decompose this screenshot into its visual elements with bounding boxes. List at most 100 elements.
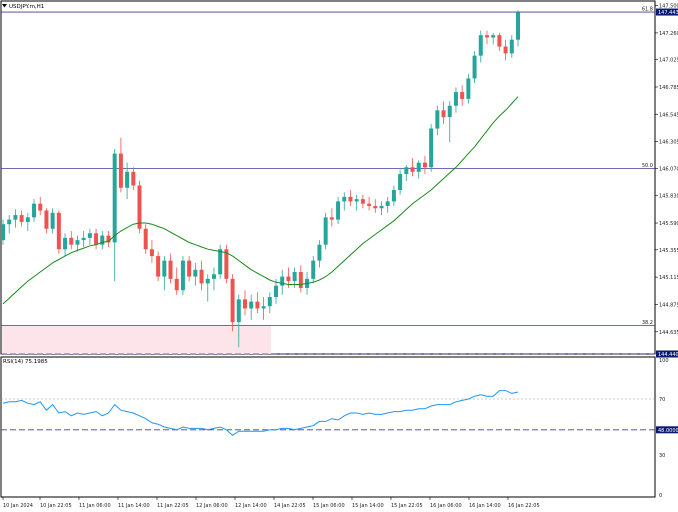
price-tick-label: 147.025 [659, 58, 678, 64]
candle-body [379, 205, 384, 209]
candle-body [149, 249, 154, 257]
price-tick-label: 147.260 [659, 31, 678, 37]
time-tick-label: 15 Jan 14:00 [352, 503, 384, 509]
candle-body [236, 299, 241, 323]
candle-body [348, 196, 353, 202]
candle-body [466, 78, 471, 99]
candle-body [385, 201, 390, 206]
candle-body [249, 301, 254, 309]
current-price-tag [656, 8, 678, 16]
candle-body [19, 215, 24, 222]
candle-body [224, 249, 229, 279]
candle-body [205, 278, 210, 284]
candle-body [137, 185, 142, 229]
candle-body [274, 285, 279, 298]
candle-body [218, 249, 223, 275]
price-tick-label: 147.500 [659, 4, 678, 10]
time-tick-label: 12 Jan 14:00 [235, 503, 267, 509]
candle-body [242, 299, 247, 309]
fib-label: 38.2 [642, 320, 653, 326]
time-tick-label: 10 Jan 2024 [3, 503, 33, 509]
candle-body [162, 260, 167, 277]
time-tick-label: 16 Jan 14:00 [469, 503, 501, 509]
candle-body [180, 260, 185, 291]
rsi-panel: 100 70 48.0000 30 0 [0, 356, 678, 499]
fib-levels: 61.8 50.0 38.2 [1, 7, 655, 326]
candle-body [367, 203, 372, 206]
candle-body [75, 240, 80, 245]
candle-body [410, 167, 415, 172]
rsi-tick-label: 0 [659, 493, 662, 499]
price-tick-label: 146.785 [659, 85, 678, 91]
rsi-tick-label: 30 [659, 453, 665, 459]
candle-body [143, 228, 148, 250]
candle-body [187, 260, 192, 277]
candle-body [25, 217, 30, 222]
main-panel-border [0, 0, 656, 355]
candle-body [509, 39, 514, 54]
candle-body [156, 256, 161, 277]
rsi-panel-border [0, 356, 656, 498]
rsi-tick-label: 100 [659, 358, 669, 364]
candle-body [118, 153, 123, 188]
candle-body [317, 244, 322, 261]
main-panel: 61.8 50.0 38.2 147.500 147.260 147.025 146.78… [0, 0, 678, 358]
time-tick-label: 12 Jan 06:00 [196, 503, 228, 509]
moving-average-line [2, 96, 519, 305]
price-tick-label: 144.875 [659, 302, 678, 308]
candle-body [32, 203, 37, 218]
candle-body [447, 105, 452, 118]
candle-body [342, 196, 347, 202]
price-tags: 147.443 144.440 [656, 8, 678, 358]
candle-body [429, 128, 434, 168]
rsi-level-tag [656, 426, 678, 434]
candle-body [69, 237, 74, 245]
candle-body [168, 260, 173, 279]
candle-body [106, 235, 111, 243]
candle-body [491, 35, 496, 38]
candle-body [94, 233, 99, 245]
candle-body [323, 217, 328, 245]
time-tick-label: 15 Jan 06:00 [313, 503, 345, 509]
time-tick-label: 11 Jan 22:05 [157, 503, 189, 509]
candle-body [174, 278, 179, 291]
candle-body [261, 306, 266, 309]
time-tick-label: 11 Jan 14:00 [118, 503, 150, 509]
price-tick-label: 144.635 [659, 330, 678, 336]
candle-body [453, 92, 458, 106]
candle-body [360, 199, 365, 204]
candle-body [336, 201, 341, 220]
candle-body [422, 162, 427, 168]
candle-body [131, 171, 136, 186]
candle-body [193, 269, 198, 277]
candle-body [125, 171, 130, 188]
support-zone [2, 325, 271, 354]
candle-body [230, 278, 235, 323]
candle-body [441, 110, 446, 118]
candle-body [298, 272, 303, 288]
rsi-tick-label: 70 [659, 397, 665, 403]
candle-body [472, 55, 477, 79]
candle-body [373, 205, 378, 209]
price-tick-label: 145.590 [659, 221, 678, 227]
candle-body [329, 217, 334, 220]
time-tick-label: 10 Jan 22:05 [40, 503, 72, 509]
candle-body [50, 212, 55, 229]
candle-body [100, 235, 105, 245]
price-tick-label: 146.545 [659, 112, 678, 118]
collapse-triangle-icon[interactable] [2, 4, 7, 8]
price-tick-label: 146.305 [659, 140, 678, 146]
time-tick-label: 11 Jan 06:00 [79, 503, 111, 509]
candle-body [267, 297, 272, 307]
price-tick-label: 145.115 [659, 275, 678, 281]
rsi-level-tag-label: 48.0000 [658, 428, 678, 434]
price-axis: 147.500 147.260 147.025 146.785 146.545 146.3… [655, 4, 678, 336]
current-price-tag-label: 147.443 [658, 10, 678, 16]
rsi-line [2, 390, 519, 437]
candle-body [38, 203, 43, 211]
candle-body [398, 174, 403, 191]
price-tick-label: 145.830 [659, 194, 678, 200]
time-tick-label: 14 Jan 22:05 [274, 503, 306, 509]
candle-body [13, 215, 18, 220]
candle-body [286, 276, 291, 282]
